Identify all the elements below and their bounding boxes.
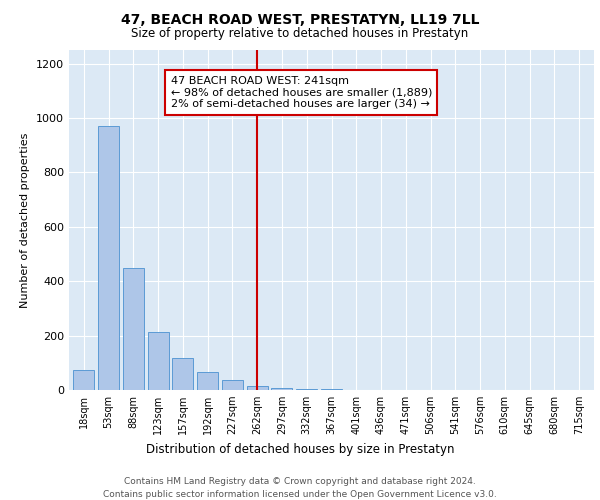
Text: Contains HM Land Registry data © Crown copyright and database right 2024.: Contains HM Land Registry data © Crown c… bbox=[124, 478, 476, 486]
Bar bbox=[271, 388, 292, 390]
Text: 47 BEACH ROAD WEST: 241sqm
← 98% of detached houses are smaller (1,889)
2% of se: 47 BEACH ROAD WEST: 241sqm ← 98% of deta… bbox=[170, 76, 432, 109]
Bar bbox=[197, 372, 218, 390]
Text: 47, BEACH ROAD WEST, PRESTATYN, LL19 7LL: 47, BEACH ROAD WEST, PRESTATYN, LL19 7LL bbox=[121, 12, 479, 26]
Y-axis label: Number of detached properties: Number of detached properties bbox=[20, 132, 31, 308]
Text: Contains public sector information licensed under the Open Government Licence v3: Contains public sector information licen… bbox=[103, 490, 497, 499]
Bar bbox=[123, 268, 144, 390]
Bar bbox=[98, 126, 119, 390]
Bar bbox=[172, 358, 193, 390]
Bar bbox=[296, 389, 317, 390]
Text: Distribution of detached houses by size in Prestatyn: Distribution of detached houses by size … bbox=[146, 442, 454, 456]
Bar bbox=[222, 380, 243, 390]
Bar bbox=[247, 386, 268, 390]
Bar bbox=[73, 370, 94, 390]
Text: Size of property relative to detached houses in Prestatyn: Size of property relative to detached ho… bbox=[131, 28, 469, 40]
Bar bbox=[148, 332, 169, 390]
